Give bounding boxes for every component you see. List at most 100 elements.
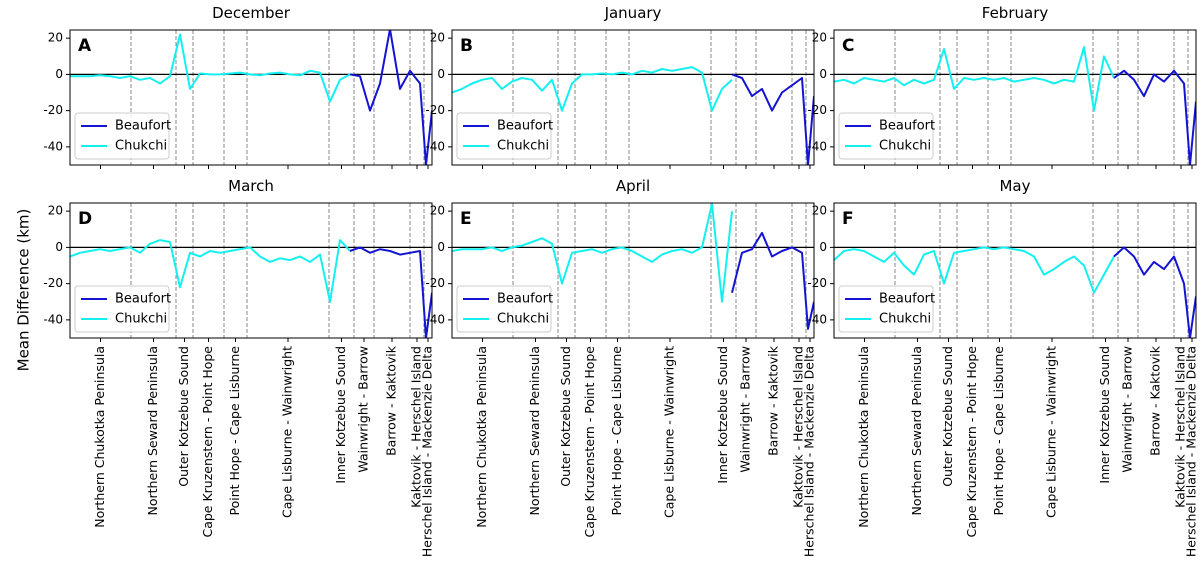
x-tick-label: Barrow - Kaktovik	[766, 345, 781, 456]
x-tick-label: Northern Chukotka Peninsula	[92, 346, 107, 528]
panel-letter: F	[842, 209, 854, 229]
legend-label: Beaufort	[115, 119, 171, 134]
x-tick-label: Northern Chukotka Peninsula	[474, 346, 489, 528]
x-tick-label: Wainwright - Barrow	[1120, 346, 1135, 473]
legend-box	[838, 112, 934, 160]
y-tick-label: -20	[807, 103, 827, 117]
plot-area	[834, 46, 1196, 165]
y-tick-label: -20	[43, 103, 63, 117]
y-tick-label: 0	[55, 240, 63, 254]
x-tick-label: Northern Chukotka Peninsula	[856, 346, 871, 528]
x-tick-label: Herschel Island - Mackenzie Delta	[1184, 346, 1199, 557]
y-tick-label: 20	[430, 204, 445, 218]
y-axis-label: Mean Difference (km)	[15, 209, 33, 372]
legend-label: Chukchi	[115, 312, 167, 327]
x-tick-label: Northern Seward Peninsula	[527, 346, 542, 515]
x-tick-label: Herschel Island - Mackenzie Delta	[802, 346, 817, 557]
legend-label: Chukchi	[115, 139, 167, 154]
legend-box	[74, 285, 170, 333]
x-tick-label: Barrow - Kaktovik	[1148, 345, 1163, 456]
y-tick-label: 0	[819, 240, 827, 254]
x-tick-label: Outer Kotzebue Sound	[940, 346, 955, 487]
plot-area	[834, 246, 1196, 338]
data-line	[834, 46, 1115, 112]
axes-frame	[833, 202, 1197, 339]
y-tick-label: -20	[43, 276, 63, 290]
legend-label: Chukchi	[497, 139, 549, 154]
x-tick-label: Inner Kotzebue Sound	[715, 346, 730, 484]
panel-letter: C	[842, 36, 854, 56]
x-tick-label: Cape Lisburne - Wainwright	[280, 346, 295, 518]
x-tick-label: Northern Seward Peninsula	[909, 346, 924, 515]
plot-area	[70, 30, 432, 165]
data-line	[349, 30, 432, 165]
y-tick-label: 0	[437, 240, 445, 254]
data-line	[452, 203, 733, 303]
axes-frame	[833, 29, 1197, 166]
data-line	[70, 239, 351, 303]
plot-area	[452, 203, 814, 330]
y-tick-label: 0	[55, 67, 63, 81]
x-tick-label: Kaktovik - Herschel Island	[409, 346, 424, 508]
data-line	[1113, 246, 1196, 338]
y-tick-label: 20	[430, 31, 445, 45]
legend-label: Chukchi	[879, 312, 931, 327]
data-line	[1113, 69, 1196, 165]
panel-letter: B	[460, 36, 473, 56]
x-tick-label: Cape Lisburne - Wainwright	[662, 346, 677, 518]
x-tick-label: Point Hope - Cape Lisburne	[609, 346, 624, 516]
x-tick-label: Kaktovik - Herschel Island	[1173, 346, 1188, 508]
y-tick-label: 20	[48, 204, 63, 218]
y-tick-label: 20	[812, 31, 827, 45]
y-tick-label: -20	[425, 103, 445, 117]
x-tick-label: Northern Seward Peninsula	[145, 346, 160, 515]
y-tick-label: -40	[425, 312, 445, 326]
y-tick-label: -20	[807, 276, 827, 290]
y-tick-label: 0	[437, 67, 445, 81]
y-tick-label: -20	[425, 276, 445, 290]
y-tick-label: -40	[43, 139, 63, 153]
panel-letter: E	[460, 209, 472, 229]
data-line	[452, 66, 733, 112]
legend-box	[456, 285, 552, 333]
legend-label: Beaufort	[497, 119, 553, 134]
legend-label: Chukchi	[497, 312, 549, 327]
y-tick-label: -40	[43, 312, 63, 326]
panel-letter: D	[78, 209, 92, 229]
panel-letter: A	[78, 36, 92, 56]
legend-box	[74, 112, 170, 160]
x-tick-label: Outer Kotzebue Sound	[558, 346, 573, 487]
x-tick-label: Outer Kotzebue Sound	[176, 346, 191, 487]
plot-area	[452, 66, 814, 165]
x-tick-label: Kaktovik - Herschel Island	[791, 346, 806, 508]
panel-title: March	[228, 177, 274, 195]
x-tick-label: Wainwright - Barrow	[356, 346, 371, 473]
panel-title: January	[604, 4, 662, 22]
x-tick-label: Inner Kotzebue Sound	[1097, 346, 1112, 484]
data-line	[731, 73, 814, 165]
y-tick-label: -40	[807, 139, 827, 153]
panel-title: December	[212, 4, 291, 22]
axes-frame	[451, 29, 815, 166]
legend-box	[456, 112, 552, 160]
y-tick-label: -40	[425, 139, 445, 153]
panel-title: February	[982, 4, 1049, 22]
panel-title: April	[616, 177, 650, 195]
x-tick-label: Cape Lisburne - Wainwright	[1044, 346, 1059, 518]
data-line	[70, 33, 351, 103]
axes-frame	[69, 29, 433, 166]
x-tick-label: Point Hope - Cape Lisburne	[227, 346, 242, 516]
x-tick-label: Wainwright - Barrow	[738, 346, 753, 473]
x-tick-label: Cape Kruzenstern - Point Hope	[964, 346, 979, 538]
legend-label: Beaufort	[879, 119, 935, 134]
y-tick-label: -40	[807, 312, 827, 326]
panel-title: May	[999, 177, 1030, 195]
data-line	[349, 246, 432, 338]
legend-label: Chukchi	[879, 139, 931, 154]
x-tick-label: Cape Kruzenstern - Point Hope	[200, 346, 215, 538]
data-line	[731, 231, 814, 330]
legend-label: Beaufort	[879, 292, 935, 307]
legend-label: Beaufort	[497, 292, 553, 307]
x-tick-label: Point Hope - Cape Lisburne	[991, 346, 1006, 516]
x-tick-label: Herschel Island - Mackenzie Delta	[420, 346, 435, 557]
